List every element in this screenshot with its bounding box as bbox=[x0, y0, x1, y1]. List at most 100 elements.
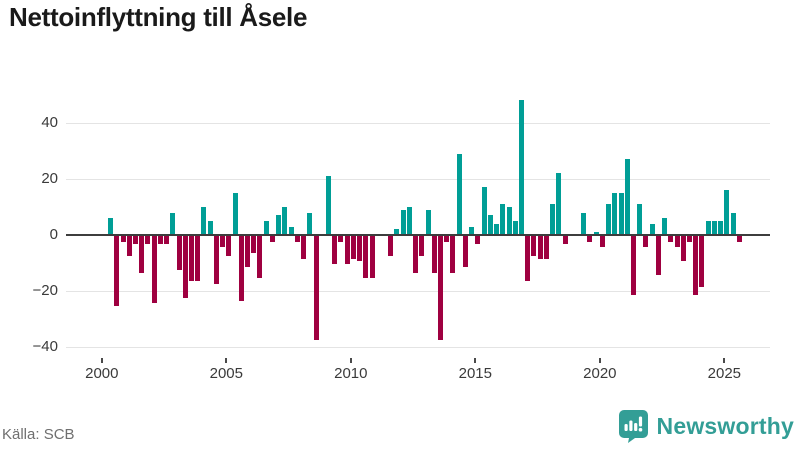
net-migration-bar bbox=[631, 236, 636, 295]
net-migration-bar bbox=[693, 236, 699, 295]
net-migration-bar bbox=[494, 223, 499, 235]
net-migration-bar bbox=[581, 212, 587, 235]
x-axis-tick-label: 2015 bbox=[458, 365, 492, 382]
net-migration-bar bbox=[126, 236, 132, 256]
net-migration-bar bbox=[543, 236, 549, 259]
net-migration-bar bbox=[313, 236, 319, 340]
x-axis-tick-mark bbox=[598, 358, 601, 363]
net-migration-bar bbox=[251, 236, 257, 253]
net-migration-bar bbox=[394, 229, 400, 235]
net-migration-bar bbox=[444, 236, 450, 242]
net-migration-bar bbox=[718, 220, 724, 235]
net-migration-bar bbox=[711, 220, 717, 235]
net-migration-bar bbox=[350, 236, 356, 259]
y-axis-tick-label: 40 bbox=[41, 113, 58, 131]
net-migration-bar bbox=[556, 173, 562, 235]
net-migration-bar bbox=[164, 236, 170, 245]
net-migration-bar bbox=[189, 236, 194, 281]
net-migration-bar bbox=[649, 223, 655, 235]
chart-title: Nettoinflyttning till Åsele bbox=[9, 2, 308, 32]
net-migration-bar bbox=[388, 236, 394, 256]
net-migration-bar bbox=[220, 236, 226, 248]
net-migration-bar bbox=[170, 212, 176, 235]
net-migration-bar bbox=[687, 236, 692, 242]
net-migration-bar bbox=[637, 204, 643, 235]
net-migration-bar bbox=[369, 236, 375, 279]
x-axis-tick-label: 2020 bbox=[583, 365, 617, 382]
net-migration-bar bbox=[450, 236, 456, 273]
net-migration-bar bbox=[550, 204, 555, 235]
net-migration-bar bbox=[269, 236, 275, 242]
net-migration-bar bbox=[612, 192, 618, 235]
net-migration-bar bbox=[176, 236, 182, 270]
net-migration-bar bbox=[288, 226, 294, 235]
y-axis-tick-label: 0 bbox=[49, 226, 58, 243]
gridline-y-20 bbox=[66, 178, 770, 180]
net-migration-bar bbox=[518, 100, 524, 235]
net-migration-bar bbox=[705, 220, 711, 235]
net-migration-bar bbox=[120, 236, 126, 242]
x-axis-tick-mark bbox=[349, 358, 352, 363]
net-migration-bar bbox=[344, 236, 350, 265]
newsworthy-speech-bubble-chart-icon bbox=[618, 410, 648, 443]
net-migration-bar bbox=[276, 215, 282, 235]
net-migration-bar bbox=[662, 218, 668, 235]
net-migration-bar bbox=[537, 236, 543, 259]
net-migration-bar bbox=[512, 220, 518, 235]
net-migration-bar bbox=[282, 206, 288, 235]
net-migration-bar bbox=[475, 236, 481, 245]
gridline-y--20 bbox=[66, 291, 770, 293]
net-migration-bar bbox=[699, 236, 705, 287]
net-migration-bar bbox=[724, 190, 730, 235]
net-migration-bar bbox=[562, 236, 568, 245]
net-migration-bar bbox=[201, 206, 207, 235]
net-migration-bar bbox=[294, 236, 300, 242]
x-axis-tick-mark bbox=[474, 358, 477, 363]
net-migration-bar bbox=[363, 236, 369, 279]
net-migration-bar bbox=[182, 236, 188, 298]
net-migration-bar bbox=[730, 212, 736, 235]
source-credit: Källa: SCB bbox=[2, 426, 75, 443]
net-migration-bar bbox=[599, 236, 605, 248]
newsworthy-logo[interactable]: Newsworthy bbox=[618, 409, 794, 443]
net-migration-bar bbox=[736, 236, 742, 242]
net-migration-bar bbox=[114, 236, 120, 307]
net-migration-bar bbox=[257, 236, 263, 279]
x-axis-tick-label: 2025 bbox=[707, 365, 742, 382]
net-migration-bar bbox=[419, 236, 425, 256]
x-axis-tick-mark bbox=[225, 358, 228, 363]
net-migration-bar bbox=[531, 236, 537, 256]
x-axis-tick-label: 2010 bbox=[334, 365, 368, 382]
net-migration-bar bbox=[307, 212, 313, 235]
zero-axis-line bbox=[66, 234, 770, 236]
net-migration-bar bbox=[668, 236, 674, 242]
net-migration-bar bbox=[301, 236, 306, 259]
net-migration-bar bbox=[207, 220, 213, 235]
y-axis-tick-label: 20 bbox=[41, 169, 58, 187]
net-migration-bar bbox=[469, 226, 475, 235]
net-migration-bar bbox=[400, 209, 406, 235]
net-migration-bar bbox=[425, 209, 431, 235]
net-migration-bar bbox=[655, 236, 661, 276]
net-migration-bar bbox=[413, 236, 419, 273]
net-migration-bar bbox=[357, 236, 362, 262]
y-axis-tick-label: −20 bbox=[32, 282, 58, 300]
net-migration-bar bbox=[618, 192, 624, 235]
net-migration-bar bbox=[151, 236, 157, 304]
net-migration-bar bbox=[226, 236, 232, 256]
net-migration-bar bbox=[245, 236, 250, 267]
net-migration-bar bbox=[438, 236, 443, 340]
gridline-y--40 bbox=[66, 347, 770, 349]
gridline-y-40 bbox=[66, 122, 770, 124]
newsworthy-wordmark: Newsworthy bbox=[656, 412, 794, 439]
net-migration-bar bbox=[332, 236, 338, 265]
x-axis-tick-label: 2005 bbox=[209, 365, 243, 382]
net-migration-bar bbox=[481, 187, 487, 235]
net-migration-bar bbox=[587, 236, 593, 242]
net-migration-bar bbox=[195, 236, 201, 281]
net-migration-bar bbox=[606, 204, 612, 235]
net-migration-bar bbox=[232, 192, 238, 235]
net-migration-bar bbox=[213, 236, 219, 284]
